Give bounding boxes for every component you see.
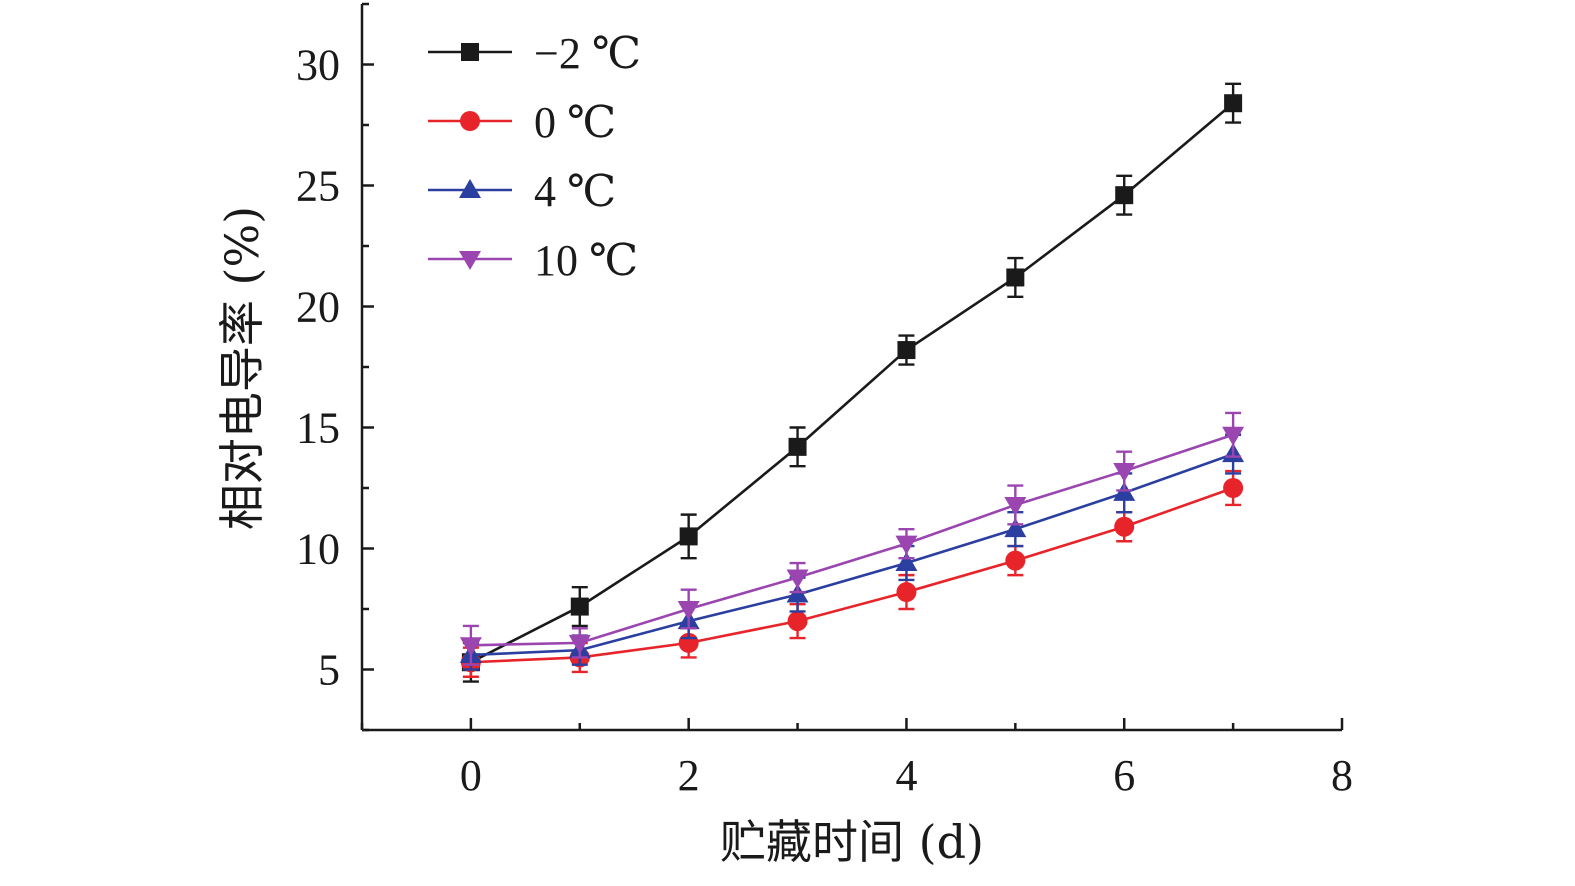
y-tick-label: 25	[296, 162, 340, 211]
data-point	[1114, 516, 1135, 537]
series-line	[470, 486, 1234, 664]
data-point	[1224, 94, 1243, 113]
data-point	[895, 535, 918, 555]
data-point	[568, 634, 591, 654]
legend-item-0: −2 ℃	[428, 29, 641, 78]
y-tick-label: 15	[296, 404, 340, 453]
data-point	[679, 527, 698, 546]
data-point	[1005, 550, 1026, 571]
legend-marker	[459, 179, 481, 198]
x-tick-label: 6	[1113, 751, 1135, 800]
series-line	[470, 452, 1234, 657]
series-line	[470, 433, 1234, 647]
legend-item-1: 0 ℃	[428, 98, 616, 147]
data-point	[1222, 426, 1245, 446]
legend-label: 4 ℃	[534, 167, 616, 216]
x-tick-label: 4	[895, 751, 917, 800]
data-point	[1115, 186, 1134, 205]
data-point	[1004, 496, 1027, 516]
y-tick-label: 5	[318, 646, 340, 695]
legend-marker	[459, 251, 481, 270]
legend-item-2: 4 ℃	[428, 167, 616, 216]
legend-label: 0 ℃	[534, 98, 616, 147]
data-point	[896, 582, 917, 603]
legend-item-3: 10 ℃	[428, 236, 638, 285]
data-point	[1004, 518, 1027, 538]
axes: 5 10 15 20 25 30 0 2 4 6 8	[296, 2, 1353, 800]
series-line	[470, 102, 1234, 664]
series-3	[459, 411, 1245, 666]
data-point	[677, 601, 700, 620]
legend-label: 10 ℃	[534, 236, 638, 285]
data-point	[1113, 463, 1136, 483]
data-point	[897, 341, 916, 360]
data-point	[459, 637, 482, 657]
x-tick-label: 8	[1331, 751, 1353, 800]
data-point	[786, 569, 809, 589]
legend-label: −2 ℃	[534, 29, 641, 78]
y-tick-label: 30	[296, 41, 340, 90]
series-layer	[459, 82, 1245, 683]
data-point	[788, 437, 807, 456]
y-axis-title: 相对电导率 (%)	[215, 206, 269, 530]
data-point	[1006, 268, 1025, 287]
y-tick-label: 10	[296, 525, 340, 574]
legend-marker	[461, 43, 479, 61]
data-point	[570, 597, 589, 616]
data-point	[895, 552, 918, 572]
x-axis-title: 贮藏时间 (d)	[720, 815, 984, 869]
legend-marker	[460, 111, 480, 131]
y-tick-label: 20	[296, 283, 340, 332]
x-tick-label: 2	[678, 751, 700, 800]
data-point	[1223, 478, 1244, 498]
legend: −2 ℃ 0 ℃ 4 ℃ 10 ℃	[428, 29, 641, 285]
x-tick-label: 0	[460, 751, 482, 800]
data-point	[787, 611, 808, 632]
